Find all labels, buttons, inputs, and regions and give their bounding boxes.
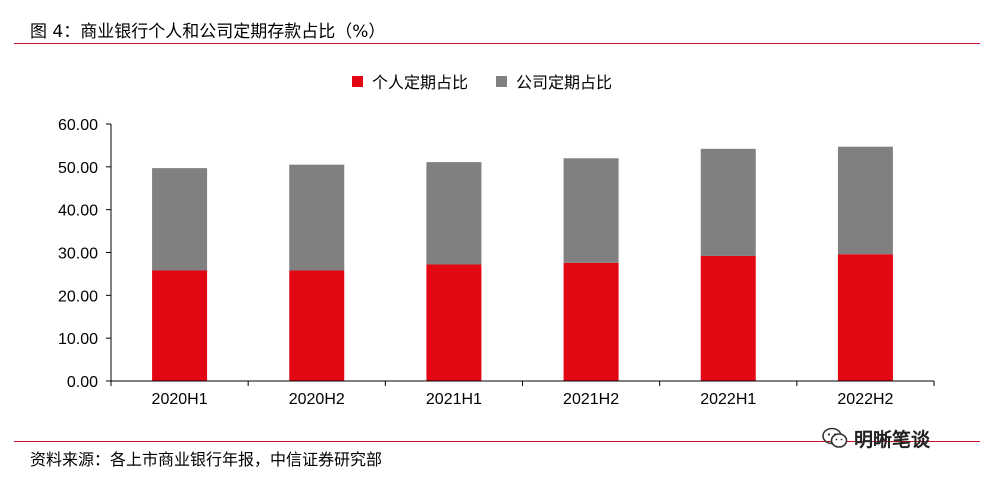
bar-corporate [289,164,345,271]
bar-corporate [700,148,756,256]
y-tick-label: 50.00 [58,160,98,177]
x-tick-label: 2020H1 [152,391,208,408]
legend-label-personal: 个人定期占比 [372,73,468,92]
title-divider [14,43,980,44]
source-note: 资料来源：各上市商业银行年报，中信证券研究部 [30,450,383,469]
bar-corporate [837,146,893,255]
stacked-bar-chart: 个人定期占比 公司定期占比 0.00 10.00 20.00 30.00 40.00 50… [58,73,935,408]
bar-personal [700,255,756,381]
bar-personal [837,254,893,381]
chart-title: 图 4：商业银行个人和公司定期存款占比（%） [30,22,386,42]
x-tick-label: 2020H2 [289,391,345,408]
bar-personal [426,264,482,381]
watermark-text: 明晰笔谈 [854,428,931,451]
footer-divider [14,441,980,442]
legend: 个人定期占比 公司定期占比 [352,73,612,92]
bar-personal [152,270,208,381]
bar-corporate [563,158,619,263]
x-tick-label: 2021H2 [563,391,619,408]
bar-corporate [426,162,482,265]
y-tick-label: 0.00 [67,374,98,391]
x-tick-label: 2022H2 [837,391,893,408]
wechat-icon [822,427,848,448]
y-tick-label: 60.00 [58,117,98,134]
bars [152,146,893,381]
y-tick-label: 20.00 [58,288,98,305]
y-axis: 0.00 10.00 20.00 30.00 40.00 50.00 60.00 [58,117,112,391]
legend-swatch-corporate [496,76,507,87]
legend-swatch-personal [352,76,363,87]
bar-personal [563,262,619,381]
x-axis: 2020H1 2020H2 2021H1 2021H2 2022H1 2022H2 [110,380,935,408]
bar-corporate [152,168,208,271]
x-tick-label: 2021H1 [426,391,482,408]
y-tick-label: 30.00 [58,246,98,263]
watermark: 明晰笔谈 [822,424,930,452]
bar-personal [289,270,345,381]
x-tick-label: 2022H1 [700,391,756,408]
y-tick-label: 10.00 [58,331,98,348]
y-tick-label: 40.00 [58,203,98,220]
legend-label-corporate: 公司定期占比 [516,73,612,92]
